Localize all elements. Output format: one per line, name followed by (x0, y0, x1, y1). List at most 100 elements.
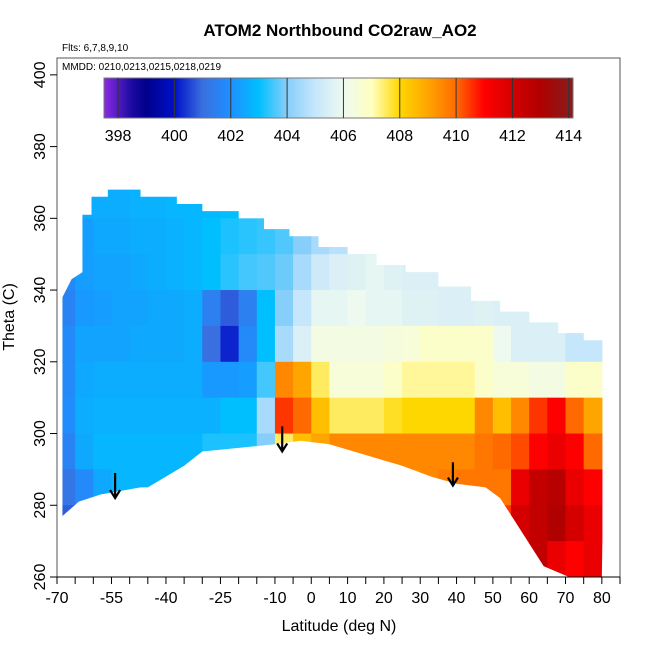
heatmap-cell (111, 218, 131, 255)
heatmap-cell (365, 397, 385, 435)
heatmap-cell (202, 505, 222, 542)
heatmap-cell (402, 505, 421, 542)
heatmap-cell (111, 189, 131, 219)
heatmap-cell (220, 325, 240, 363)
x-tick-label: -55 (100, 590, 123, 607)
heatmap-cell (293, 254, 312, 291)
heatmap-cell (420, 469, 439, 506)
heatmap-cell (402, 254, 421, 291)
heatmap-cell (474, 290, 494, 327)
heatmap-cell (93, 189, 113, 219)
heatmap-cell (165, 361, 185, 399)
y-tick-label: 400 (32, 61, 49, 88)
heatmap-cell (238, 397, 258, 435)
heatmap-cell (256, 469, 276, 506)
heatmap-cell (62, 361, 76, 399)
heatmap-cell (492, 361, 512, 399)
heatmap-cell (402, 325, 421, 363)
heatmap-cell (329, 541, 349, 577)
x-tick-label: 40 (448, 590, 466, 607)
heatmap-cell (347, 469, 367, 506)
heatmap-cell (565, 361, 585, 399)
heatmap-cell (365, 189, 385, 219)
heatmap-cell (474, 469, 494, 506)
heatmap-cell (274, 397, 294, 435)
heatmap-cell (111, 254, 131, 291)
heatmap-cell (583, 218, 603, 255)
heatmap-cell (511, 254, 530, 291)
heatmap-cell (129, 361, 149, 399)
heatmap-cell (75, 290, 94, 327)
x-axis-label: Latitude (deg N) (282, 618, 397, 635)
colorbar-tick-label: 402 (217, 128, 244, 145)
heatmap-cell (511, 325, 530, 363)
heatmap-cell (256, 541, 276, 577)
heatmap-cell (147, 541, 167, 577)
heatmap-cell (220, 254, 240, 291)
heatmap-cell (329, 469, 349, 506)
heatmap-cell (420, 325, 439, 363)
heatmap-cell (165, 189, 185, 219)
heatmap-cell (529, 361, 548, 399)
heatmap-cell (438, 541, 458, 577)
heatmap-cell (62, 505, 76, 542)
heatmap-cell (256, 189, 276, 219)
heatmap-cell (456, 189, 476, 219)
heatmap-cell (365, 361, 385, 399)
heatmap-cell (165, 397, 185, 435)
colorbar-tick-label: 398 (105, 128, 132, 145)
heatmap-cell (347, 433, 367, 470)
heatmap-cell (93, 505, 113, 542)
heatmap-cell (474, 505, 494, 542)
heatmap-cell (238, 254, 258, 291)
heatmap-cell (402, 361, 421, 399)
heatmap-cell (565, 397, 585, 435)
heatmap-cell (75, 397, 94, 435)
heatmap-cell (583, 290, 603, 327)
heatmap-cell (129, 505, 149, 542)
heatmap-cell (220, 541, 240, 577)
heatmap-cell (492, 397, 512, 435)
heatmap-cell (456, 505, 476, 542)
heatmap-cell (529, 505, 548, 542)
heatmap-cell (583, 469, 603, 506)
heatmap-cell (293, 218, 312, 255)
heatmap-cell (147, 189, 167, 219)
heatmap-cell (402, 290, 421, 327)
colorbar-tick-label: 410 (443, 128, 470, 145)
heatmap-cell (365, 325, 385, 363)
heatmap-cell (565, 254, 585, 291)
heatmap-cell (129, 433, 149, 470)
heatmap-cell (402, 189, 421, 219)
heatmap-cell (93, 254, 113, 291)
heatmap-cell (329, 505, 349, 542)
flights-label: Flts: 6,7,8,9,10 (62, 43, 129, 54)
heatmap-cell (329, 397, 349, 435)
x-tick-label: -10 (263, 590, 286, 607)
heatmap-cell (165, 290, 185, 327)
heatmap-cell (311, 290, 331, 327)
heatmap-cell (420, 218, 439, 255)
heatmap-cell (111, 361, 131, 399)
heatmap-cell (347, 254, 367, 291)
heatmap-cell (184, 218, 203, 255)
x-tick-label: 60 (520, 590, 538, 607)
heatmap-cell (75, 505, 94, 542)
heatmap-cell (202, 290, 222, 327)
heatmap-cell (165, 505, 185, 542)
y-tick-label: 380 (32, 133, 49, 160)
heatmap-cell (93, 433, 113, 470)
heatmap-cell (75, 469, 94, 506)
heatmap-cell (420, 433, 439, 470)
heatmap-cell (111, 325, 131, 363)
heatmap-cell (402, 218, 421, 255)
heatmap-cell (311, 433, 331, 470)
heatmap-cell (583, 397, 603, 435)
heatmap-cell (293, 469, 312, 506)
heatmap-cell (238, 290, 258, 327)
heatmap-cell (111, 290, 131, 327)
heatmap-cell (474, 433, 494, 470)
heatmap-cell (62, 469, 76, 506)
heatmap-cell (311, 189, 331, 219)
heatmap-cell (202, 254, 222, 291)
